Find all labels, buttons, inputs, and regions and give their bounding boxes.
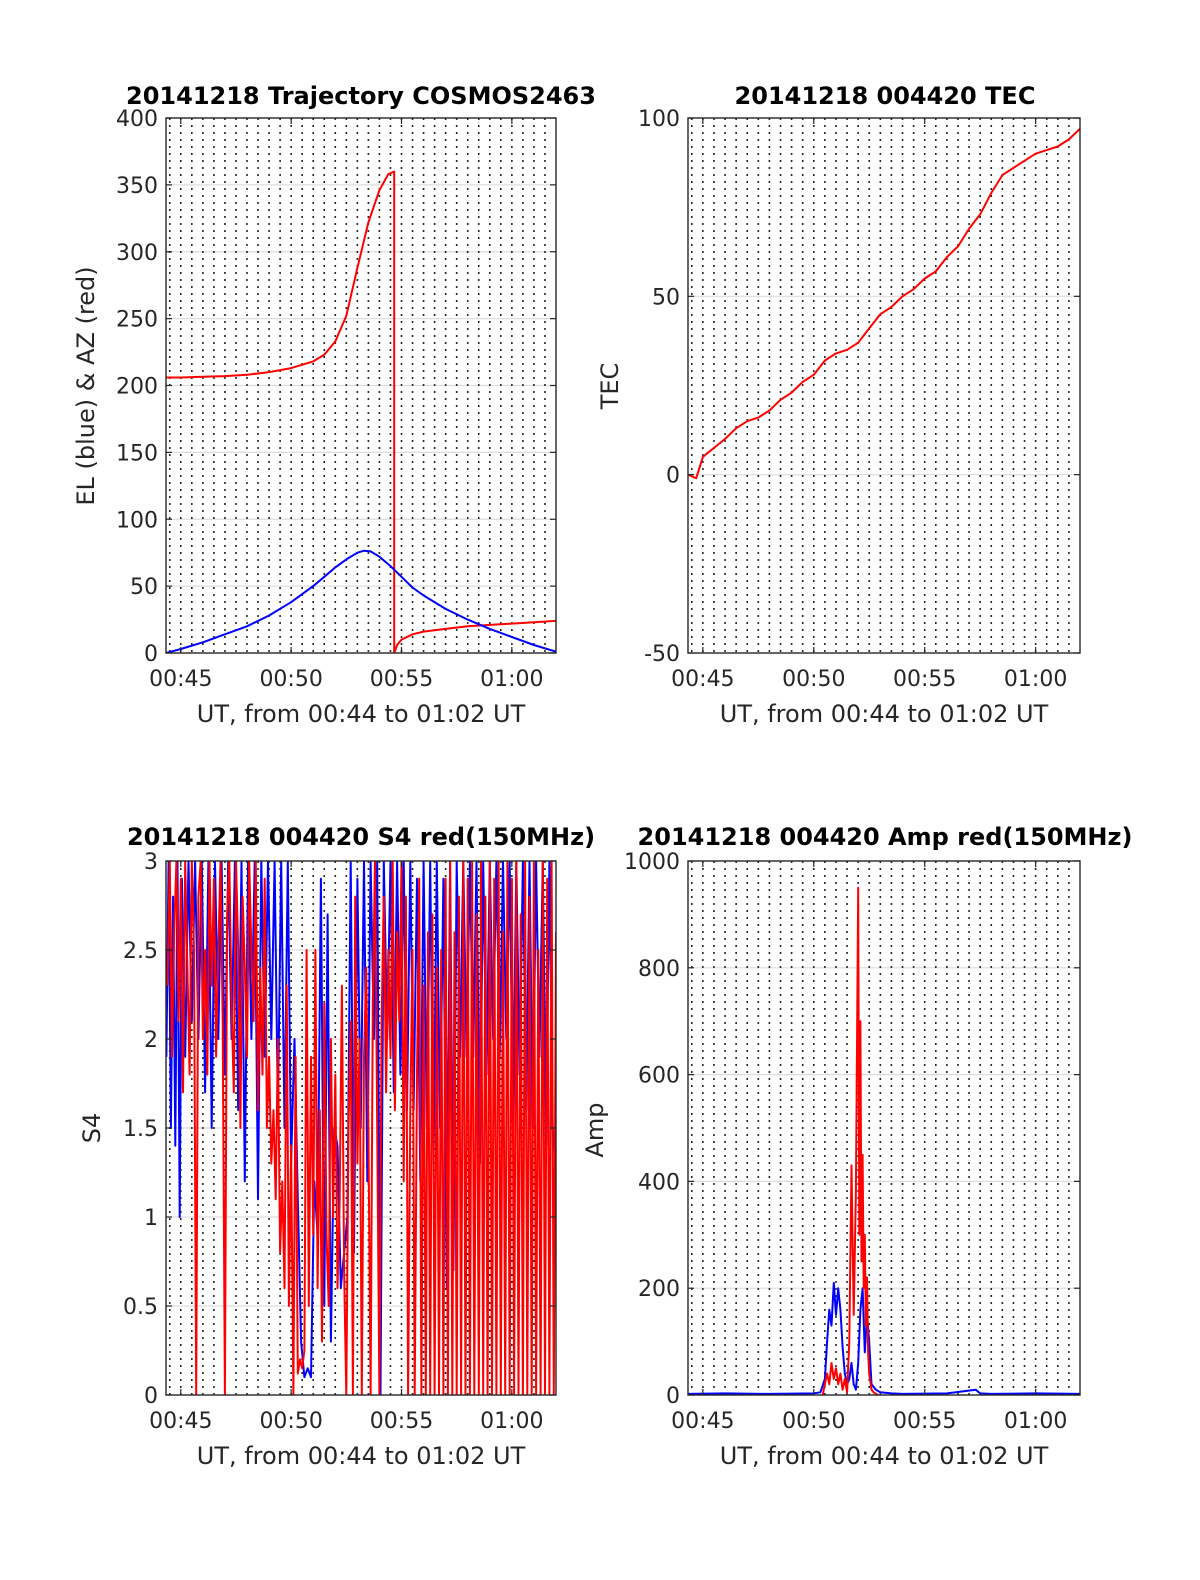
x-tick-label: 00:50 (782, 667, 845, 692)
y-tick-label: 0 (144, 1384, 158, 1409)
chart-title: 20141218 004420 Amp red(150MHz) (638, 823, 1133, 851)
y-tick-label: 200 (638, 1277, 680, 1302)
y-tick-label: 0 (144, 642, 158, 667)
series-line-blue (166, 549, 556, 653)
x-tick-label: 01:00 (1004, 667, 1067, 692)
y-tick-label: 100 (638, 107, 680, 132)
y-tick-label: 300 (116, 241, 158, 266)
series-line-blue (166, 861, 556, 1395)
y-tick-label: 100 (116, 508, 158, 533)
y-tick-label: 2 (144, 1028, 158, 1053)
y-axis-label: EL (blue) & AZ (red) (72, 266, 100, 505)
y-tick-label: 1000 (624, 850, 680, 875)
x-tick-label: 00:45 (671, 1409, 734, 1434)
x-tick-label: 00:45 (671, 667, 734, 692)
y-tick-label: 1.5 (123, 1117, 158, 1142)
y-tick-label: 0 (666, 464, 680, 489)
x-tick-label: 00:45 (149, 667, 212, 692)
chart-title: 20141218 004420 S4 red(150MHz) (127, 823, 595, 851)
y-tick-label: 0.5 (123, 1295, 158, 1320)
x-axis-label: UT, from 00:44 to 01:02 UT (197, 1442, 526, 1470)
y-tick-label: 250 (116, 308, 158, 333)
panel-trajectory: 20141218 Trajectory COSMOS2463 00:45 00:5… (72, 82, 596, 728)
x-tick-label: 01:00 (1004, 1409, 1067, 1434)
panel-tec: 20141218 004420 TEC 00:45 00:50 00:55 01:00… (596, 82, 1081, 728)
y-tick-label: 50 (652, 285, 680, 310)
x-axis-label: UT, from 00:44 to 01:02 UT (720, 1442, 1049, 1470)
x-tick-label: 01:00 (480, 667, 543, 692)
chart-title: 20141218 004420 TEC (735, 82, 1036, 110)
x-tick-label: 00:55 (370, 1409, 433, 1434)
x-tick-label: 00:45 (149, 1409, 212, 1434)
series-line-blue (688, 1281, 1080, 1395)
y-tick-label: 800 (638, 957, 680, 982)
x-tick-label: 00:55 (893, 667, 956, 692)
y-tick-label: 400 (638, 1170, 680, 1195)
series-line-red (166, 861, 556, 1395)
x-tick-label: 00:55 (893, 1409, 956, 1434)
plot-frame (687, 117, 1081, 654)
y-tick-label: 350 (116, 174, 158, 199)
y-tick-label: 600 (638, 1064, 680, 1089)
x-tick-label: 01:00 (480, 1409, 543, 1434)
series-line-red (688, 127, 1080, 480)
y-tick-label: 2.5 (123, 939, 158, 964)
x-tick-label: 00:50 (259, 667, 322, 692)
x-tick-label: 00:55 (370, 667, 433, 692)
series-line-red (166, 170, 556, 653)
x-tick-label: 00:50 (782, 1409, 845, 1434)
chart-title: 20141218 Trajectory COSMOS2463 (126, 82, 596, 110)
y-axis-label: Amp (581, 1102, 609, 1157)
y-tick-label: 50 (130, 575, 158, 600)
y-axis-label: TEC (596, 363, 624, 411)
y-tick-label: 200 (116, 375, 158, 400)
x-tick-label: 00:50 (259, 1409, 322, 1434)
y-tick-label: 400 (116, 107, 158, 132)
panel-amp: 20141218 004420 Amp red(150MHz) 00:45 00:… (581, 823, 1132, 1470)
series-line-red (821, 886, 881, 1395)
y-tick-label: 1 (144, 1206, 158, 1231)
x-axis-label: UT, from 00:44 to 01:02 UT (720, 700, 1049, 728)
y-tick-label: 150 (116, 441, 158, 466)
y-tick-label: 3 (144, 850, 158, 875)
y-tick-label: 0 (666, 1384, 680, 1409)
y-axis-label: S4 (78, 1113, 106, 1144)
x-axis-label: UT, from 00:44 to 01:02 UT (197, 700, 526, 728)
panel-s4: 20141218 004420 S4 red(150MHz) 00:45 00:5… (78, 823, 595, 1470)
y-tick-label: -50 (644, 642, 680, 667)
plot-frame (687, 860, 1081, 1396)
